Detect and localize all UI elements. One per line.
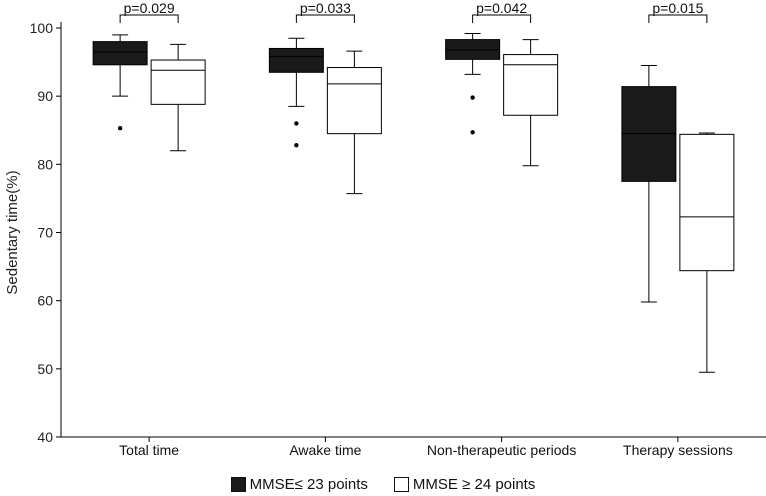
y-tick-label: 80 (37, 156, 53, 172)
p-value-label: p=0.015 (652, 0, 703, 16)
significance-bracket (119, 14, 179, 23)
y-tick-label: 60 (37, 293, 53, 309)
significance-annotations: p=0.029 p=0.033 p=0.042 p=0.015 (119, 0, 708, 23)
y-tick-label: 90 (37, 88, 53, 104)
box-iqr (92, 41, 148, 66)
p-value-label: p=0.029 (124, 0, 175, 16)
y-axis-label: Sedentary time(%) (4, 170, 21, 294)
p-value-label: p=0.042 (476, 0, 527, 16)
outlier-point (117, 126, 123, 131)
legend-swatch-light (393, 476, 409, 492)
x-tick-label: Awake time (289, 442, 361, 458)
y-tick-label: 40 (37, 429, 53, 445)
y-tick-label: 50 (37, 361, 53, 377)
box-plot-chart: 40 50 60 70 80 90 100 Sedentary time(%) Total ti… (4, 0, 766, 458)
box-iqr (326, 67, 382, 135)
box-iqr (679, 133, 735, 272)
significance-bracket (295, 14, 355, 23)
box-iqr (268, 47, 324, 73)
outlier-point (294, 143, 299, 148)
y-tick-label: 100 (30, 20, 54, 36)
axes: 40 50 60 70 80 90 100 Sedentary time(%) Total ti… (4, 20, 766, 458)
p-value-label: p=0.033 (300, 0, 351, 16)
legend-item-light: MMSE ≥ 24 points (393, 474, 536, 494)
x-tick-label: Total time (119, 442, 179, 458)
legend: MMSE≤ 23 points MMSE ≥ 24 points (0, 474, 766, 494)
outlier-point (294, 121, 299, 126)
box-iqr (503, 54, 559, 116)
y-tick-label: 70 (37, 225, 53, 241)
legend-label-light: MMSE ≥ 24 points (412, 475, 536, 493)
x-tick-label: Therapy sessions (623, 442, 733, 458)
outlier-point (470, 95, 475, 100)
legend-item-dark: MMSE≤ 23 points (230, 474, 368, 494)
significance-bracket (472, 14, 532, 23)
outlier-point (470, 130, 475, 135)
box-series (92, 32, 735, 373)
x-tick-label: Non-therapeutic periods (427, 442, 576, 458)
significance-bracket (648, 14, 708, 23)
legend-label-dark: MMSE≤ 23 points (249, 475, 368, 493)
box-iqr (150, 59, 206, 105)
legend-swatch-dark (230, 476, 246, 492)
